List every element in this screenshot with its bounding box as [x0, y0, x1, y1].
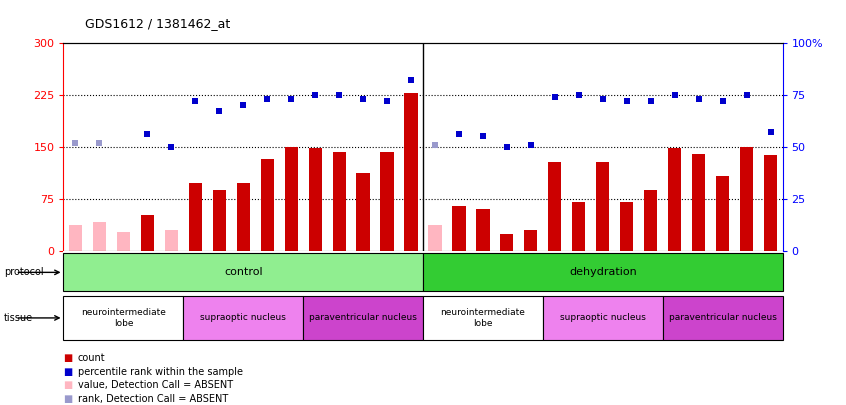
- Point: [236, 102, 250, 108]
- Bar: [453, 206, 465, 251]
- Point: [92, 139, 106, 146]
- Text: protocol: protocol: [4, 267, 44, 277]
- Text: tissue: tissue: [4, 313, 33, 323]
- Bar: [644, 190, 657, 251]
- Point: [140, 131, 154, 138]
- Point: [261, 96, 274, 102]
- Point: [548, 94, 562, 100]
- Bar: [309, 148, 321, 251]
- Point: [69, 139, 82, 146]
- Point: [212, 108, 226, 115]
- Text: ■: ■: [63, 367, 73, 377]
- Point: [692, 96, 706, 102]
- Bar: [525, 230, 537, 251]
- Point: [739, 92, 753, 98]
- Bar: [543, 296, 662, 340]
- Bar: [237, 183, 250, 251]
- Bar: [63, 253, 423, 292]
- Point: [476, 133, 490, 140]
- Bar: [212, 190, 226, 251]
- Text: control: control: [224, 267, 262, 277]
- Bar: [63, 296, 184, 340]
- Point: [620, 98, 634, 104]
- Point: [524, 141, 537, 148]
- Point: [380, 98, 393, 104]
- Point: [500, 144, 514, 150]
- Bar: [184, 296, 303, 340]
- Point: [356, 96, 370, 102]
- Point: [644, 98, 657, 104]
- Point: [284, 96, 298, 102]
- Bar: [189, 183, 202, 251]
- Text: neurointermediate
lobe: neurointermediate lobe: [441, 308, 525, 328]
- Bar: [476, 209, 490, 251]
- Text: percentile rank within the sample: percentile rank within the sample: [78, 367, 243, 377]
- Point: [716, 98, 729, 104]
- Bar: [303, 296, 423, 340]
- Bar: [740, 147, 753, 251]
- Bar: [662, 296, 783, 340]
- Bar: [548, 162, 562, 251]
- Point: [404, 77, 418, 83]
- Point: [308, 92, 321, 98]
- Point: [164, 144, 178, 150]
- Point: [452, 131, 465, 138]
- Text: supraoptic nucleus: supraoptic nucleus: [201, 313, 286, 322]
- Text: paraventricular nucleus: paraventricular nucleus: [668, 313, 777, 322]
- Text: neurointermediate
lobe: neurointermediate lobe: [81, 308, 166, 328]
- Text: ■: ■: [63, 394, 73, 403]
- Bar: [428, 225, 442, 251]
- Point: [428, 141, 442, 148]
- Bar: [356, 173, 370, 251]
- Text: count: count: [78, 354, 106, 363]
- Bar: [692, 154, 706, 251]
- Text: ■: ■: [63, 354, 73, 363]
- Bar: [404, 93, 418, 251]
- Bar: [500, 234, 514, 251]
- Bar: [165, 230, 178, 251]
- Point: [332, 92, 346, 98]
- Point: [667, 92, 681, 98]
- Bar: [332, 152, 346, 251]
- Point: [572, 92, 585, 98]
- Bar: [423, 253, 783, 292]
- Point: [596, 96, 609, 102]
- Bar: [596, 162, 609, 251]
- Text: value, Detection Call = ABSENT: value, Detection Call = ABSENT: [78, 380, 233, 390]
- Bar: [261, 159, 274, 251]
- Point: [189, 98, 202, 104]
- Point: [764, 129, 777, 135]
- Bar: [69, 225, 82, 251]
- Text: rank, Detection Call = ABSENT: rank, Detection Call = ABSENT: [78, 394, 228, 403]
- Bar: [117, 232, 130, 251]
- Text: dehydration: dehydration: [569, 267, 637, 277]
- Bar: [140, 215, 154, 251]
- Text: GDS1612 / 1381462_at: GDS1612 / 1381462_at: [85, 17, 230, 30]
- Bar: [284, 147, 298, 251]
- Text: ■: ■: [63, 380, 73, 390]
- Text: supraoptic nucleus: supraoptic nucleus: [560, 313, 645, 322]
- Bar: [572, 202, 585, 251]
- Bar: [381, 152, 393, 251]
- Bar: [620, 202, 634, 251]
- Bar: [764, 155, 777, 251]
- Bar: [716, 176, 729, 251]
- Bar: [423, 296, 543, 340]
- Text: paraventricular nucleus: paraventricular nucleus: [309, 313, 417, 322]
- Bar: [668, 148, 681, 251]
- Bar: [93, 222, 106, 251]
